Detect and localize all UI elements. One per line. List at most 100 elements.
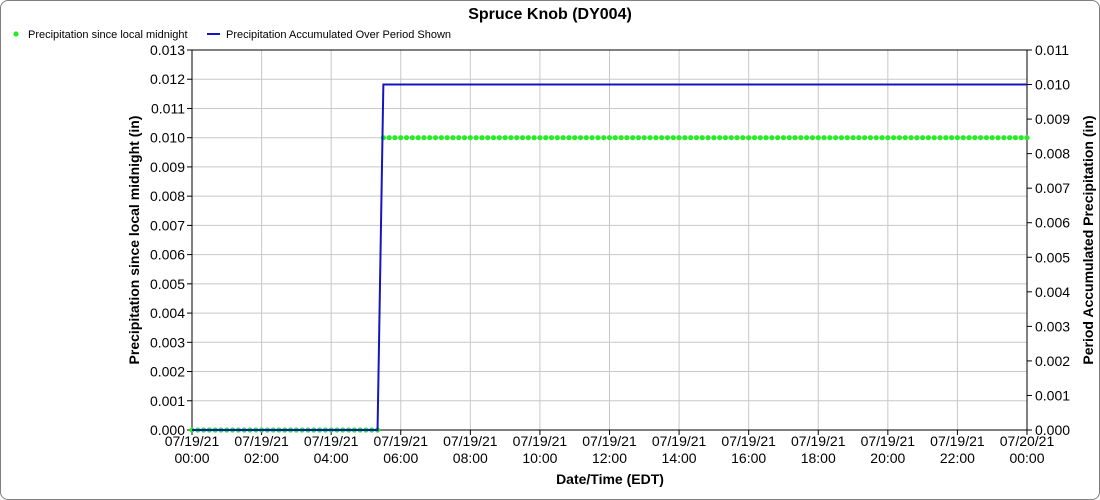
x-tick-label-time: 00:00 (1009, 450, 1044, 466)
right-tick-label: 0.002 (1035, 353, 1070, 369)
data-point (676, 135, 682, 141)
left-tick-label: 0.005 (150, 276, 185, 292)
data-point (560, 135, 566, 141)
data-point (682, 135, 688, 141)
left-tick-label: 0.012 (150, 71, 185, 87)
data-point (438, 135, 444, 141)
left-tick-label: 0.007 (150, 217, 185, 233)
data-point (508, 135, 514, 141)
data-point (618, 135, 624, 141)
data-point (960, 135, 966, 141)
data-point (937, 135, 943, 141)
data-point (664, 135, 671, 141)
data-point (444, 135, 450, 141)
left-tick-label: 0.010 (150, 130, 185, 146)
data-point (751, 135, 758, 141)
data-point (548, 135, 555, 141)
x-tick-label-time: 00:00 (174, 450, 209, 466)
x-tick-label-date: 07/19/21 (443, 433, 498, 449)
legend-marker-precip-midnight (13, 31, 19, 37)
data-point (653, 135, 659, 141)
x-tick-label-time: 16:00 (731, 450, 766, 466)
left-tick-label: 0.004 (150, 305, 185, 321)
data-point (479, 135, 485, 141)
data-point (896, 135, 903, 141)
data-point (392, 135, 398, 141)
data-point (1007, 135, 1013, 141)
right-axis-ticks: 0.000 0.001 0.002 0.003 0.004 0.005 0.006 0.007… (1027, 42, 1070, 438)
x-tick-label-time: 02:00 (244, 450, 279, 466)
x-axis-title: Date/Time (EDT) (556, 471, 664, 487)
data-point (1018, 135, 1024, 141)
x-axis-ticks: 07/19/2100:0007/19/2102:0007/19/2104:000… (165, 430, 1054, 466)
x-tick-label-time: 20:00 (870, 450, 905, 466)
data-point (688, 135, 694, 141)
data-point (827, 135, 833, 141)
x-tick-label-date: 07/19/21 (513, 433, 568, 449)
left-axis-title: Precipitation since local midnight (in) (126, 116, 142, 365)
data-point (931, 135, 937, 141)
data-point (972, 135, 978, 141)
x-tick-label-time: 18:00 (801, 450, 836, 466)
data-point (746, 135, 752, 141)
x-tick-label-time: 06:00 (383, 450, 418, 466)
right-tick-label: 0.004 (1035, 284, 1070, 300)
data-point (624, 135, 630, 141)
left-tick-label: 0.001 (150, 393, 185, 409)
data-point (885, 135, 891, 141)
data-point (699, 135, 705, 141)
data-point (879, 135, 885, 141)
data-point (595, 135, 601, 141)
right-tick-label: 0.007 (1035, 180, 1070, 196)
right-tick-label: 0.010 (1035, 77, 1070, 93)
right-tick-label: 0.006 (1035, 215, 1070, 231)
data-point (386, 135, 392, 141)
data-point (856, 135, 862, 141)
data-point (525, 135, 531, 141)
x-tick-label-date: 07/19/21 (374, 433, 429, 449)
left-tick-label: 0.008 (150, 188, 185, 204)
data-point (867, 135, 874, 141)
data-point (966, 135, 972, 141)
data-point (1024, 135, 1030, 141)
data-point (601, 135, 607, 141)
data-point (821, 135, 827, 141)
data-point (705, 135, 711, 141)
data-point (804, 135, 810, 141)
chart-title: Spruce Knob (DY004) (468, 6, 632, 23)
data-point (943, 135, 949, 141)
data-point (769, 135, 775, 141)
data-point (717, 135, 723, 141)
data-point (415, 135, 421, 141)
x-tick-label-date: 07/19/21 (165, 433, 220, 449)
data-point (891, 135, 897, 141)
data-point (1012, 135, 1019, 141)
x-tick-label-time: 04:00 (314, 450, 349, 466)
data-point (763, 135, 769, 141)
x-tick-label-time: 12:00 (592, 450, 627, 466)
data-point (995, 135, 1001, 141)
legend-label-period-accum: Precipitation Accumulated Over Period Sh… (226, 29, 451, 41)
data-point (740, 135, 746, 141)
data-point (450, 135, 456, 141)
data-point (920, 135, 926, 141)
data-point (862, 135, 868, 141)
left-axis-ticks: 0.000 0.001 0.002 0.003 0.004 0.005 0.006 0.007… (150, 42, 192, 438)
data-point (815, 135, 821, 141)
data-point (566, 135, 572, 141)
data-point (606, 135, 613, 141)
series-precip-midnight (189, 135, 1030, 433)
data-point (978, 135, 984, 141)
data-point (641, 135, 647, 141)
data-point (925, 135, 932, 141)
data-point (502, 135, 508, 141)
data-point (543, 135, 549, 141)
data-point (398, 135, 404, 141)
data-point (775, 135, 781, 141)
data-point (583, 135, 589, 141)
data-point (659, 135, 665, 141)
data-point (850, 135, 856, 141)
right-tick-label: 0.000 (1035, 422, 1070, 438)
